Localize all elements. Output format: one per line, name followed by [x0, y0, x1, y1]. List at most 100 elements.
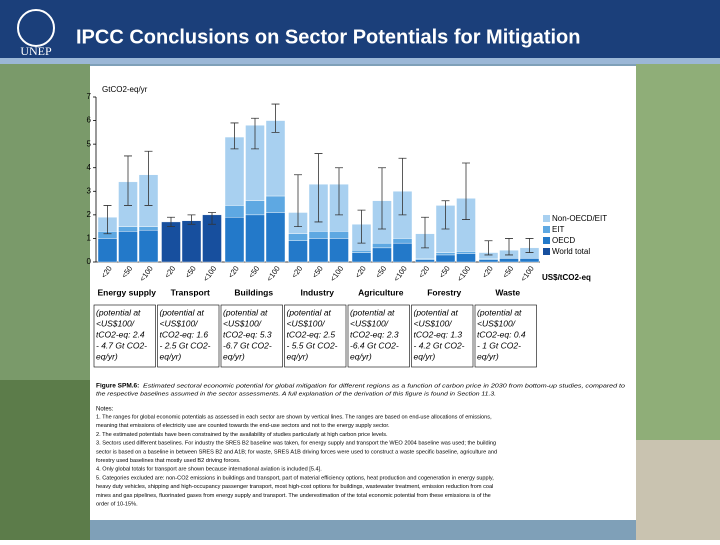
legend-swatch: [543, 215, 550, 222]
y-tick-label: 4: [87, 163, 92, 172]
figure-panel: [90, 66, 636, 520]
potential-text: tCO2-eq: 5.3: [223, 329, 272, 339]
potential-box: [157, 304, 220, 368]
note-line: 4. Only global totals for transport are …: [96, 467, 322, 473]
error-bar: [167, 216, 175, 228]
potential-text: - 5.5 Gt CO2-: [287, 340, 338, 350]
potential-text: - 1 Gt CO2-: [477, 340, 521, 350]
error-bar: [357, 209, 366, 244]
error-bar: [525, 238, 534, 253]
caption-text: the respective baselines assumed in the …: [96, 392, 496, 398]
note-line: sector is based on a baseline in between…: [96, 449, 497, 455]
potential-text: eq/yr): [414, 351, 436, 361]
error-bar: [484, 240, 493, 256]
caption-text: Estimated sectoral economic potential fo…: [143, 384, 626, 390]
potential-text: (potential at: [96, 307, 141, 317]
potential-text: tCO2-eq: 0.4: [477, 329, 526, 339]
bar-segment: [181, 220, 202, 263]
sector-label: Industry: [300, 287, 334, 297]
potential-text: (potential at: [350, 307, 395, 317]
potential-text: <US$100/: [223, 318, 263, 328]
y-tick-label: 7: [87, 92, 92, 101]
sector-label: Energy supply: [97, 287, 156, 297]
header-stripe: [0, 58, 720, 64]
note-line: 5. Categories excluded are: non-CO2 emis…: [96, 475, 494, 481]
right-photo-lower: [636, 440, 720, 540]
error-bar: [271, 103, 280, 133]
potential-text: eq/yr): [160, 351, 182, 361]
bar-segment: [519, 258, 540, 263]
bar-segment: [351, 252, 372, 263]
error-bar: [144, 150, 153, 206]
bar-segment: [265, 195, 286, 213]
error-bar: [398, 157, 407, 216]
potential-text: tCO2-eq: 2.5: [287, 329, 336, 339]
error-bar: [230, 122, 239, 150]
error-bar: [294, 174, 302, 228]
potential-text: (potential at: [477, 307, 522, 317]
potential-text: - 4.2 Gt CO2-: [414, 340, 465, 350]
potential-text: <US$100/: [350, 318, 390, 328]
legend-swatch: [543, 226, 550, 233]
potential-box: [347, 304, 410, 368]
note-line: 1. The ranges for global economic potent…: [96, 414, 492, 420]
error-bar: [314, 153, 323, 223]
x-unit-label: US$/tCO2-eq: [542, 273, 591, 282]
sector-label: Waste: [495, 287, 520, 297]
potential-box: [93, 304, 156, 368]
sector-label: Buildings: [234, 287, 273, 297]
error-bar: [187, 214, 196, 225]
potential-text: tCO2-eq: 2.4: [96, 329, 145, 339]
header-bar: [0, 0, 720, 58]
bar-segment: [138, 226, 159, 231]
y-tick-label: 2: [87, 210, 92, 219]
potential-text: eq/yr): [96, 351, 118, 361]
potential-text: <US$100/: [160, 318, 200, 328]
y-tick-label: 3: [87, 186, 92, 195]
legend-swatch: [543, 248, 550, 255]
potential-text: tCO2-eq: 1.6: [160, 329, 209, 339]
bar-segment: [138, 229, 159, 263]
bar-segment: [118, 226, 138, 232]
bar-segment: [97, 238, 118, 263]
logo-emblem: [17, 9, 55, 47]
potential-text: - 4.7 Gt CO2-: [96, 340, 147, 350]
potential-text: <US$100/: [96, 318, 136, 328]
y-tick-label: 6: [87, 116, 92, 125]
bar-segment: [329, 238, 349, 263]
sector-label: Forestry: [427, 287, 461, 297]
bar-segment: [372, 247, 392, 263]
potential-text: (potential at: [287, 307, 332, 317]
bar-segment: [245, 200, 265, 216]
error-bar: [421, 216, 429, 249]
bar-segment: [435, 252, 456, 256]
caption-label: Figure SPM.6:: [96, 383, 139, 390]
potential-text: -6.7 Gt CO2-: [223, 340, 272, 350]
error-bar: [505, 238, 513, 256]
potential-text: <US$100/: [287, 318, 327, 328]
note-line: forestry used baselines that mostly used…: [96, 458, 241, 464]
bar-segment: [456, 251, 476, 254]
logo-text: UNEP: [20, 44, 52, 58]
bar-segment: [372, 242, 392, 249]
error-bar: [462, 162, 470, 220]
bar-segment: [288, 233, 308, 241]
legend-label: OECD: [552, 236, 575, 245]
bar-segment: [118, 231, 138, 263]
note-line: mines and gas pipelines, fluorinated gas…: [96, 493, 491, 499]
error-bar: [441, 200, 450, 230]
error-bar: [103, 205, 112, 235]
note-line: order of 10-15%.: [96, 501, 138, 507]
note-line: heavy duty vehicles, shipping and high-o…: [96, 484, 493, 490]
bar-segment: [308, 231, 329, 239]
potential-text: (potential at: [223, 307, 268, 317]
bar-segment: [265, 212, 286, 263]
y-axis-label: GtCO2-eq/yr: [102, 85, 148, 94]
potential-text: (potential at: [160, 307, 205, 317]
bar-segment: [456, 253, 476, 263]
bar-segment: [351, 250, 372, 253]
error-bar: [251, 117, 259, 150]
potential-text: eq/yr): [223, 351, 245, 361]
error-bar: [124, 155, 132, 206]
potential-text: (potential at: [414, 307, 459, 317]
